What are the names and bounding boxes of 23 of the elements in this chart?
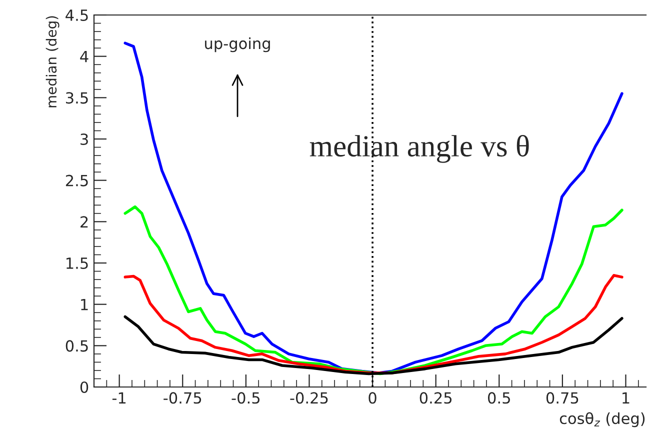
x-tick-label: 0 (368, 392, 376, 404)
x-tick-label: 0.75 (546, 392, 578, 404)
x-tick-label: 1 (622, 392, 630, 404)
y-tick-label: 2 (80, 216, 88, 228)
x-axis-title: cosθ$_{z}$ (deg) (560, 412, 645, 428)
x-tick-label: 0.25 (420, 392, 452, 404)
y-tick-label: 1 (81, 299, 88, 310)
y-tick-label: 0 (80, 381, 88, 394)
y-axis-title: median (deg) (46, 16, 60, 108)
annotation: median angle vs θ (310, 134, 529, 163)
y-tick-label: 3 (80, 133, 88, 146)
x-tick-label: 0.5 (488, 392, 510, 404)
y-tick-label: 3.5 (66, 92, 88, 104)
x-tick-label: -1 (112, 392, 126, 404)
x-tick-label: -0.5 (232, 392, 260, 404)
x-tick-label: -0.25 (290, 392, 328, 404)
y-tick-label: 4 (80, 51, 88, 62)
x-tick-label: -0.75 (164, 392, 202, 404)
y-tick-label: 0.5 (66, 340, 88, 352)
y-tick-label: 2.5 (66, 174, 88, 186)
y-tick-label: 1.5 (66, 258, 88, 270)
annotation: up-going (205, 37, 270, 52)
y-tick-label: 4.5 (66, 10, 88, 22)
